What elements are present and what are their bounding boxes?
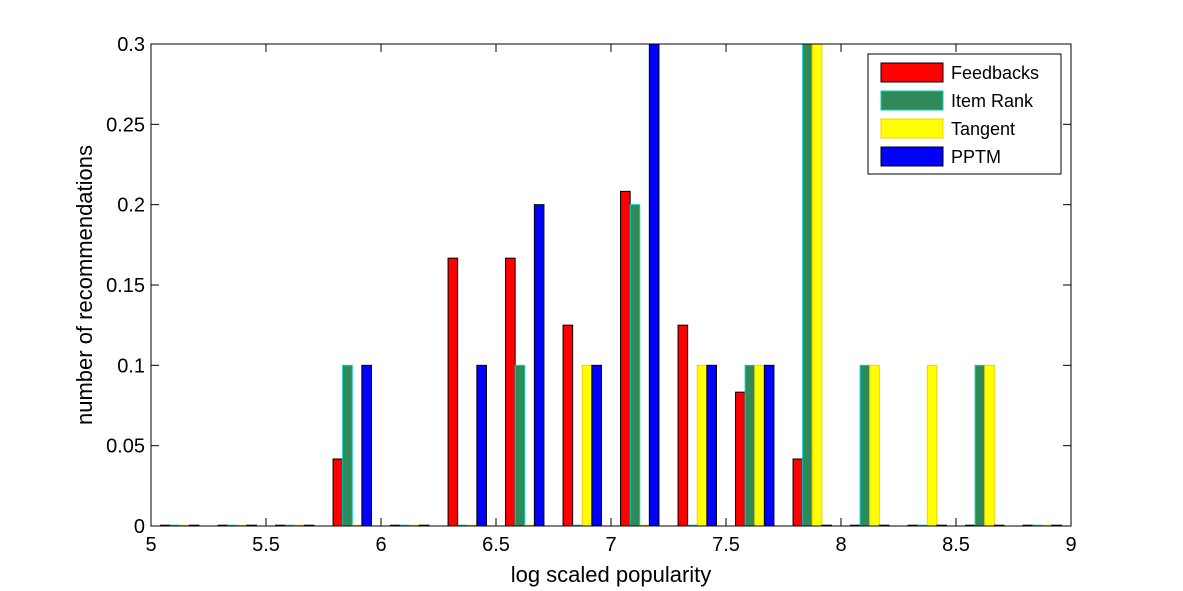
- y-tick-label: 0.25: [106, 114, 145, 136]
- y-tick-label: 0.05: [106, 436, 145, 458]
- legend-label-feedbacks: Feedbacks: [951, 63, 1039, 83]
- bar-pptm-7: [591, 364, 602, 527]
- x-tick-label: 8.5: [942, 534, 970, 556]
- bar-pptm-9: [706, 364, 717, 527]
- y-tick-label: 0.15: [106, 275, 145, 297]
- bar-feedbacks-8: [620, 190, 631, 527]
- bar-pptm-8: [648, 43, 660, 527]
- bar-tangent-10: [754, 364, 765, 527]
- legend-swatch-item-rank: [880, 90, 944, 111]
- bar-feedbacks-6: [505, 257, 516, 527]
- x-tick-label: 5: [145, 534, 156, 556]
- legend-label-item-rank: Item Rank: [951, 91, 1034, 111]
- x-axis-label: log scaled popularity: [511, 562, 712, 587]
- x-tick-label: 7: [605, 534, 616, 556]
- y-axis-ticks: 0 0.05 0.1 0.15 0.2 0.25 0.3: [106, 34, 1071, 538]
- x-tick-label: 6: [375, 534, 386, 556]
- bar-tangent-9: [696, 364, 708, 527]
- y-tick-label: 0.2: [117, 195, 145, 217]
- bar-tangent-13: [926, 364, 938, 527]
- bar-item-rank-6: [514, 364, 526, 527]
- bar-tangent-7: [581, 364, 593, 527]
- x-tick-label: 5.5: [252, 534, 280, 556]
- legend: Feedbacks Item Rank Tangent PPTM: [867, 53, 1062, 175]
- bar-feedbacks-11: [792, 458, 804, 527]
- bar-pptm-6: [533, 204, 545, 527]
- bar-tangent-11: [811, 43, 823, 527]
- bar-item-rank-3: [342, 364, 353, 527]
- x-tick-label: 9: [1065, 534, 1076, 556]
- legend-swatch-feedbacks: [880, 62, 944, 83]
- bar-pptm-10: [763, 364, 775, 527]
- bar-feedbacks-10: [735, 391, 746, 527]
- y-axis-label: number of recommendations: [72, 145, 97, 425]
- x-axis-ticks: 5 5.5 6 6.5 7 7.5 8 8.5 9: [145, 44, 1077, 556]
- y-tick-label: 0.1: [117, 355, 145, 377]
- legend-label-pptm: PPTM: [951, 147, 1001, 167]
- bar-tangent-12: [869, 364, 880, 527]
- bar-feedbacks-9: [677, 324, 689, 527]
- bar-feedbacks-7: [562, 324, 574, 527]
- bar-pptm-3: [361, 364, 372, 527]
- legend-swatch-pptm: [880, 146, 944, 167]
- bar-pptm-5: [476, 364, 487, 527]
- y-tick-label: 0: [134, 516, 145, 538]
- bar-item-rank-14: [974, 364, 986, 527]
- x-tick-label: 6.5: [482, 534, 510, 556]
- bar-item-rank-10: [744, 364, 756, 527]
- legend-label-tangent: Tangent: [951, 119, 1015, 139]
- bar-item-rank-8: [629, 204, 641, 527]
- bars-group: [160, 43, 1062, 527]
- bar-feedbacks-5: [447, 257, 459, 527]
- legend-swatch-tangent: [880, 118, 944, 139]
- y-tick-label: 0.3: [117, 34, 145, 56]
- bar-item-rank-11: [802, 43, 813, 527]
- x-tick-label: 7.5: [712, 534, 740, 556]
- bar-feedbacks-3: [332, 458, 344, 527]
- x-tick-label: 8: [835, 534, 846, 556]
- bar-item-rank-12: [859, 364, 871, 527]
- bar-tangent-14: [984, 364, 995, 527]
